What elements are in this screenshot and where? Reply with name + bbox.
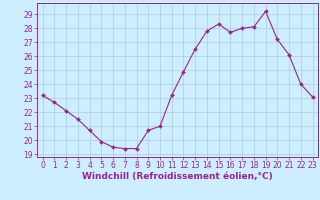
X-axis label: Windchill (Refroidissement éolien,°C): Windchill (Refroidissement éolien,°C) <box>82 172 273 181</box>
